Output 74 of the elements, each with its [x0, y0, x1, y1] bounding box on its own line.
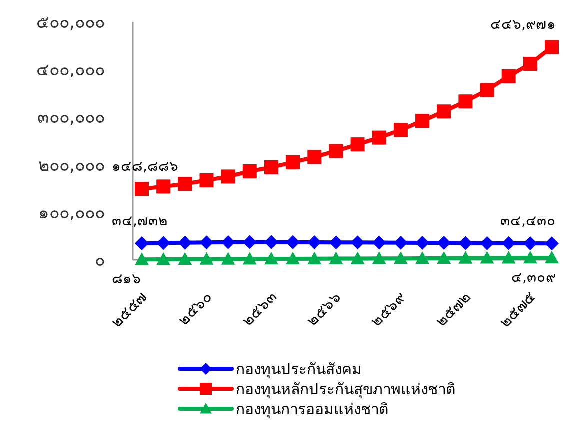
point — [178, 236, 192, 250]
point — [308, 235, 322, 250]
point — [437, 104, 452, 119]
data-label: ๔๔๖,๙๗๑ — [490, 17, 556, 34]
point — [286, 155, 300, 170]
point — [200, 236, 214, 250]
y-tick-label: ๑๐๐,๐๐๐ — [38, 203, 105, 224]
point — [178, 252, 192, 266]
point — [394, 236, 408, 250]
point — [200, 174, 214, 188]
point — [545, 236, 559, 251]
legend-label: กองทุนประกันสังคม — [236, 360, 362, 380]
point — [523, 251, 538, 264]
point — [480, 236, 494, 250]
point — [350, 138, 365, 152]
data-label: ๑๔๘,๘๘๖ — [112, 159, 178, 176]
point — [458, 251, 473, 264]
point — [416, 251, 430, 264]
point — [156, 236, 171, 250]
point — [286, 252, 300, 265]
data-label: ๓๔,๗๓๒ — [112, 213, 168, 230]
point — [545, 40, 559, 54]
y-tick-label: ๔๐๐,๐๐๐ — [36, 60, 105, 81]
point — [156, 252, 171, 266]
point — [372, 252, 386, 264]
point — [394, 123, 408, 138]
point — [200, 252, 214, 265]
point — [350, 252, 365, 264]
point — [523, 236, 538, 251]
data-label: ๔,๓๐๙ — [512, 270, 556, 286]
point — [242, 164, 257, 178]
y-tick-label: ๒๐๐,๐๐๐ — [38, 156, 105, 176]
point — [329, 236, 344, 250]
point — [394, 252, 408, 264]
point — [437, 236, 452, 250]
point — [480, 251, 494, 264]
point — [329, 252, 344, 264]
point — [221, 252, 236, 265]
point — [264, 235, 278, 250]
legend-label: กองทุนการออมแห่งชาติ — [236, 400, 389, 420]
legend-label: กองทุนหลักประกันสุขภาพแห่งชาติ — [236, 380, 456, 400]
point — [135, 236, 149, 250]
point — [372, 236, 386, 250]
point — [502, 251, 516, 264]
point — [458, 236, 473, 250]
point — [264, 252, 278, 265]
y-tick-label: ๓๐๐,๐๐๐ — [38, 108, 105, 128]
point — [523, 57, 538, 72]
point — [242, 252, 257, 265]
y-tick-label: ๕๐๐,๐๐๐ — [36, 12, 105, 33]
point — [502, 69, 516, 84]
point — [416, 114, 430, 128]
point — [372, 130, 386, 145]
point — [221, 170, 236, 184]
point — [286, 235, 300, 250]
point — [135, 182, 149, 196]
point — [308, 150, 322, 164]
point — [502, 236, 516, 250]
point — [437, 251, 452, 264]
point — [264, 160, 278, 174]
point — [308, 252, 322, 264]
point — [156, 180, 171, 194]
point — [458, 94, 473, 109]
data-label: ๓๔,๔๓๐ — [500, 214, 556, 230]
y-tick-label: ๐ — [95, 250, 105, 271]
point — [221, 235, 236, 250]
point — [135, 252, 149, 266]
point — [329, 144, 344, 158]
point — [480, 83, 494, 98]
data-label: ๘๑๖ — [112, 272, 141, 288]
point — [242, 235, 257, 250]
point — [178, 177, 192, 192]
point — [545, 250, 559, 264]
point — [350, 236, 365, 250]
